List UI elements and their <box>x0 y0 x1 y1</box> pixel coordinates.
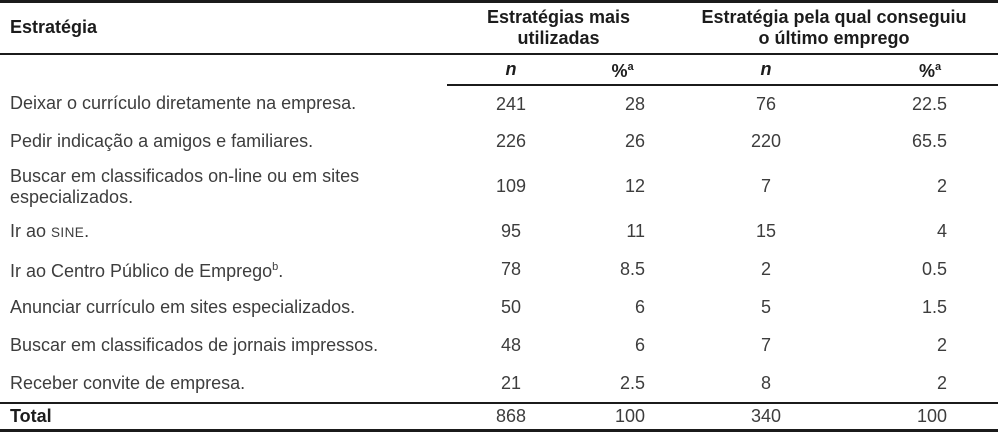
total-n1: 868 <box>447 401 575 431</box>
cell-p2: 22.5 <box>911 93 948 114</box>
cell-n2: 15 <box>756 221 777 241</box>
cell-n1: 21 <box>500 372 522 393</box>
cell-n2: 5 <box>761 297 772 317</box>
cell-p2: 4 <box>937 221 948 241</box>
total-p2: 100 <box>862 401 998 431</box>
table-row: Receber convite de empresa. 21 2.5 8 2 <box>0 365 998 403</box>
row-label: Ir ao Centro Público de Empregob. <box>0 251 447 289</box>
pct-symbol: % <box>611 60 628 81</box>
subheader-spacer <box>0 54 447 85</box>
pct-footnote-a: a <box>627 60 634 73</box>
cell-n2: 7 <box>761 335 772 355</box>
cell-n1: 50 <box>500 297 522 317</box>
cell-n2: 8 <box>761 372 772 393</box>
subheader-pct-1: %a <box>575 53 671 86</box>
cell-p1: 11 <box>626 221 646 241</box>
row-label: Deixar o currículo diretamente na empres… <box>10 93 357 113</box>
cell-n1: 78 <box>500 259 522 279</box>
cell-p2: 2 <box>937 372 948 393</box>
group-header-most-used-line2: utilizadas <box>517 27 600 48</box>
row-label-prefix: Ir ao Centro Público de Emprego <box>10 261 273 281</box>
row-label: Ir ao SINE. <box>0 213 447 251</box>
cell-p1: 8.5 <box>619 259 646 279</box>
strategies-table: Estratégia Estratégias mais utilizadas E… <box>0 0 998 432</box>
table-row: Deixar o currículo diretamente na empres… <box>0 85 998 123</box>
row-label: Buscar em classificados de jornais impre… <box>10 335 379 355</box>
cell-p1: 28 <box>624 93 646 114</box>
cell-p2: 65.5 <box>911 131 948 151</box>
cell-n1: 241 <box>495 93 527 114</box>
row-label-suffix: . <box>278 261 284 281</box>
table-row: Ir ao SINE. 95 11 15 4 <box>0 213 998 251</box>
cell-n2: 2 <box>761 259 772 279</box>
group-header-most-used: Estratégias mais utilizadas <box>447 1 671 55</box>
cell-p1: 6 <box>635 335 646 355</box>
cell-p1: 2.5 <box>619 372 646 393</box>
row-label: Buscar em classificados on-line ou em si… <box>10 165 360 207</box>
table-row: Buscar em classificados on-line ou em si… <box>0 161 998 213</box>
total-n2: 340 <box>670 401 863 431</box>
row-label: Receber convite de empresa. <box>10 372 246 393</box>
footnote-b-marker: b <box>272 261 279 273</box>
group-header-most-used-line1: Estratégias mais <box>486 6 631 27</box>
row-label-suffix: . <box>84 220 90 241</box>
total-row: Total 868 100 340 100 <box>0 401 998 431</box>
subheader-n-2: n <box>670 53 863 86</box>
group-header-last-job: Estratégia pela qual conseguiu o último … <box>670 1 998 55</box>
cell-n1: 48 <box>500 335 522 355</box>
group-header-row: Estratégia Estratégias mais utilizadas E… <box>0 1 998 55</box>
cell-p1: 12 <box>624 176 646 196</box>
cell-n2: 76 <box>756 93 777 114</box>
pct-footnote-a: a <box>934 60 942 73</box>
cell-p2: 0.5 <box>922 259 948 279</box>
sine-smallcaps: SINE <box>51 224 85 240</box>
subheader-row: n %a n %a <box>0 53 998 86</box>
row-label: Pedir indicação a amigos e familiares. <box>10 131 314 151</box>
subheader-pct-2: %a <box>862 53 998 86</box>
cell-p1: 26 <box>624 131 646 151</box>
subheader-n-1: n <box>447 53 575 86</box>
cell-n2: 7 <box>761 176 772 196</box>
table-row: Pedir indicação a amigos e familiares. 2… <box>0 123 998 161</box>
cell-p2: 1.5 <box>922 297 948 317</box>
column-header-estrategia: Estratégia <box>0 1 447 55</box>
cell-p1: 6 <box>635 297 646 317</box>
table-row: Anunciar currículo em sites especializad… <box>0 289 998 327</box>
cell-n1: 109 <box>495 176 527 196</box>
group-header-last-job-line2: o último emprego <box>758 27 910 48</box>
cell-p2: 2 <box>937 176 948 196</box>
table-row: Ir ao Centro Público de Empregob. 78 8.5… <box>0 251 998 289</box>
total-p1: 100 <box>575 401 671 431</box>
group-header-last-job-line1: Estratégia pela qual conseguiu <box>701 6 967 27</box>
pct-symbol: % <box>918 60 935 81</box>
cell-n2: 220 <box>750 131 782 151</box>
cell-p2: 2 <box>937 335 948 355</box>
row-label: Anunciar currículo em sites especializad… <box>10 297 356 317</box>
cell-n1: 95 <box>500 221 522 241</box>
table-row: Buscar em classificados de jornais impre… <box>0 327 998 365</box>
total-label: Total <box>0 401 447 431</box>
cell-n1: 226 <box>495 131 527 151</box>
row-label-prefix: Ir ao <box>10 220 52 241</box>
